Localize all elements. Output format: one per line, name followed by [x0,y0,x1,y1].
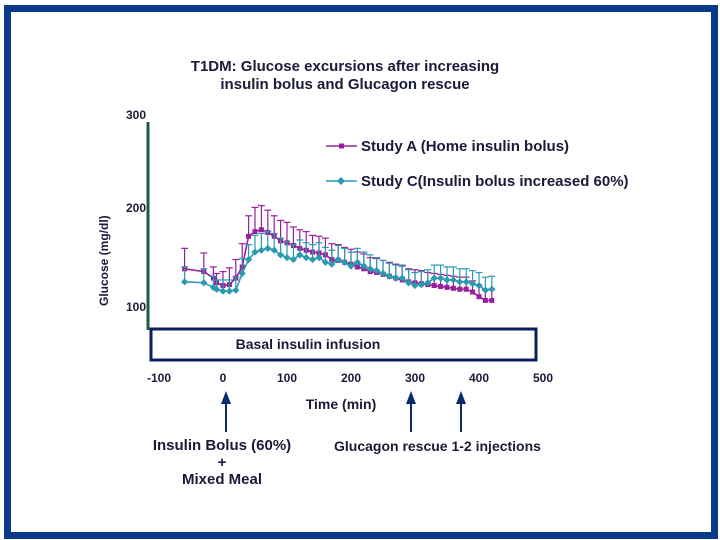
data-point-c-42 [462,278,470,286]
data-point-c-36 [424,279,432,287]
data-point-c-20 [321,258,329,266]
data-point-a-38 [438,283,444,289]
data-point-a-40 [450,285,456,291]
y-tick-label-300: 300 [126,108,146,122]
y-tick-label-200: 200 [126,201,146,215]
data-point-c-0 [181,278,189,286]
chart-title-line-1: T1DM: Glucose excursions after increasin… [190,58,500,75]
data-point-c-11 [264,244,272,252]
meal-label: Mixed Meal [181,471,263,488]
data-point-c-39 [443,276,451,284]
basal-infusion-label: Basal insulin infusion [236,336,381,352]
data-point-c-44 [475,281,483,290]
legend-marker-1 [337,177,345,185]
data-point-a-9 [252,229,258,235]
x-axis-title: Time (min) [306,396,377,412]
data-point-c-23 [341,258,349,266]
data-point-c-22 [334,255,342,264]
data-point-c-3 [213,285,221,293]
x-tick-label-500: 500 [533,371,553,385]
legend-label-0: Study A (Home insulin bolus) [361,138,569,155]
data-point-c-14 [283,254,291,262]
data-point-c-16 [296,251,304,259]
chart-title: T1DM: Glucose excursions after increasin… [150,58,540,94]
x-tick-label-0: 0 [220,371,227,385]
data-point-c-6 [232,286,240,294]
data-point-c-24 [347,262,355,270]
data-point-c-9 [251,248,259,256]
data-point-c-37 [430,274,438,282]
data-point-c-10 [257,246,265,254]
data-point-c-18 [309,255,317,264]
data-point-a-46 [489,297,495,303]
data-point-c-30 [385,272,393,280]
data-point-a-39 [444,284,450,290]
data-point-c-29 [379,269,387,278]
data-point-c-26 [360,262,368,270]
data-point-c-43 [469,280,477,288]
legend-marker-0 [339,143,344,149]
data-point-c-13 [277,251,285,259]
data-point-a-43 [470,289,476,295]
glucagon-arrow-1-head [406,391,416,404]
data-point-c-40 [449,276,457,284]
data-point-c-34 [411,281,419,290]
slide-frame [4,5,718,539]
glucagon-arrow-2-head [456,391,466,404]
x-tick-label-400: 400 [469,371,489,385]
bolus-annotation: Insulin Bolus (60%) + Mixed Meal [142,437,302,488]
bolus-label: Insulin Bolus (60%) [152,437,292,454]
data-point-c-33 [405,279,413,287]
data-point-a-25 [354,264,360,270]
y-tick-label-100: 100 [126,300,146,314]
data-point-c-8 [245,255,253,264]
bolus-arrow-head [221,391,231,404]
glucagon-label: Glucagon rescue 1-2 injections [334,438,541,454]
data-point-c-19 [315,254,323,262]
data-point-c-12 [270,246,278,254]
data-point-c-15 [289,255,297,264]
data-point-c-35 [417,281,425,289]
data-point-c-1 [200,279,208,287]
data-point-c-4 [219,287,227,295]
data-point-c-41 [456,278,464,286]
data-point-c-46 [488,285,496,293]
data-point-a-37 [431,283,437,289]
data-point-a-44 [476,294,482,300]
data-point-c-27 [366,265,374,273]
data-point-c-45 [481,286,489,294]
data-point-c-31 [392,274,400,282]
data-point-c-38 [437,274,445,282]
data-point-a-10 [258,227,264,233]
data-point-a-42 [463,286,469,292]
data-point-c-25 [353,258,361,266]
data-point-a-45 [482,297,488,303]
data-point-c-2 [209,283,217,291]
glucagon-annotation: Glucagon rescue 1-2 injections [334,438,541,454]
legend-label-1: Study C(Insulin bolus increased 60%) [361,173,629,190]
x-tick-label-300: 300 [405,371,425,385]
bolus-plus: + [217,454,227,471]
y-axis-title: Glucose (mg/dl) [97,215,111,306]
x-tick-label-100: 100 [277,371,297,385]
data-point-a-8 [246,233,252,239]
data-point-c-32 [398,274,406,282]
data-point-c-28 [373,267,381,275]
data-point-c-7 [238,269,246,278]
x-tick-label--100: -100 [147,371,171,385]
data-point-c-5 [225,287,233,295]
data-point-c-17 [302,254,310,262]
chart-title-line-2: insulin bolus and Glucagon rescue [220,76,470,93]
data-point-c-21 [328,260,336,268]
basal-infusion-box [149,327,538,362]
data-point-a-41 [457,286,463,292]
x-tick-label-200: 200 [341,371,361,385]
